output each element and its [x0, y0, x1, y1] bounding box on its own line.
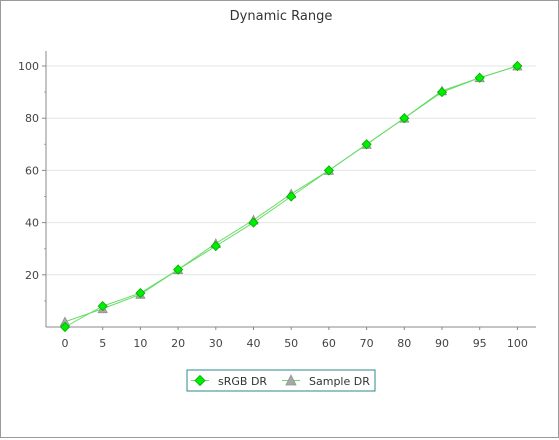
- x-tick-label: 0: [62, 337, 69, 350]
- srgb-point: [248, 217, 259, 228]
- srgb-point: [173, 264, 184, 275]
- x-tick-label: 90: [435, 337, 449, 350]
- axes: 20 40 60 80 100 0 5 10 20 30 40 50 60 70 80 90 95 100: [18, 51, 536, 350]
- y-tick-label: 20: [25, 269, 39, 282]
- legend-srgb-label: sRGB DR: [218, 375, 267, 388]
- chart-title: Dynamic Range: [230, 9, 333, 24]
- legend-sample-label: Sample DR: [309, 375, 370, 388]
- y-tick-label: 100: [18, 60, 39, 73]
- legend: sRGB DR Sample DR: [186, 369, 376, 392]
- x-tick-label: 95: [473, 337, 487, 350]
- x-tick-label: 70: [360, 337, 374, 350]
- srgb-point: [512, 60, 523, 72]
- srgb-point: [474, 72, 485, 83]
- x-tick-label: 30: [209, 337, 223, 350]
- y-tick-label: 40: [25, 217, 39, 230]
- legend-srgb-marker: [194, 374, 206, 387]
- srgb-point: [436, 87, 448, 98]
- y-tick-label: 60: [25, 164, 39, 177]
- srgb-point: [59, 321, 71, 333]
- x-tick-label: 60: [322, 337, 336, 350]
- x-tick-label: 20: [171, 337, 185, 350]
- grid-lines: [46, 65, 536, 276]
- x-tick-label: 80: [397, 337, 411, 350]
- series-plot: [59, 60, 523, 333]
- srgb-point: [323, 165, 334, 176]
- y-tick-label: 80: [25, 112, 39, 125]
- legend-box: [186, 369, 376, 392]
- x-tick-label: 10: [133, 337, 147, 350]
- srgb-point: [286, 191, 297, 202]
- x-tick-label: 50: [284, 337, 298, 350]
- x-tick-label: 40: [247, 337, 261, 350]
- srgb-point: [361, 139, 372, 150]
- srgb-point: [135, 288, 146, 299]
- legend-sample-marker: [285, 374, 297, 386]
- x-tick-label: 5: [99, 337, 106, 350]
- srgb-point: [399, 113, 410, 124]
- x-tick-label: 100: [507, 337, 528, 350]
- srgb-point: [97, 301, 108, 312]
- srgb-point: [210, 241, 221, 252]
